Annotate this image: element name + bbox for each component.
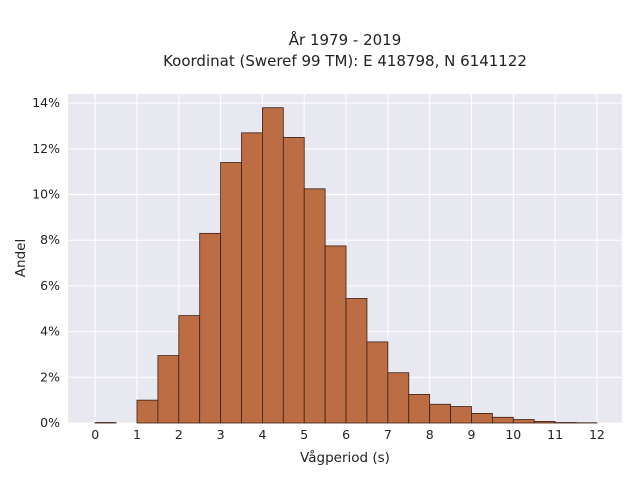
histogram-bar <box>241 132 263 424</box>
histogram-bar <box>262 107 284 424</box>
x-tick-label: 3 <box>217 427 225 442</box>
histogram-bar <box>345 298 368 424</box>
histogram-bar <box>387 372 410 424</box>
x-tick-label: 10 <box>505 427 521 442</box>
histogram-bar <box>450 406 472 424</box>
y-tick-label: 8% <box>40 232 60 247</box>
chart-title: År 1979 - 2019 <box>289 30 402 49</box>
y-tick-label: 6% <box>40 278 60 293</box>
y-tick-label: 12% <box>32 141 60 156</box>
histogram-bar <box>366 341 389 424</box>
x-tick-label: 11 <box>547 427 563 442</box>
histogram-bar <box>303 188 326 424</box>
x-tick-label: 7 <box>384 427 392 442</box>
y-tick-label: 10% <box>32 187 60 202</box>
histogram-bar <box>512 419 535 424</box>
histogram-bar <box>157 355 180 424</box>
x-tick-label: 5 <box>300 427 308 442</box>
x-tick-label: 9 <box>468 427 476 442</box>
x-tick-label: 0 <box>91 427 99 442</box>
x-tick-label: 1 <box>133 427 141 442</box>
histogram-bar <box>178 315 201 424</box>
x-tick-label: 8 <box>426 427 434 442</box>
x-tick-label: 12 <box>589 427 605 442</box>
x-axis-label: Vågperiod (s) <box>300 449 390 466</box>
histogram-bar <box>324 245 347 424</box>
histogram-bar <box>220 162 242 424</box>
histogram-bar <box>282 137 305 424</box>
x-tick-label: 4 <box>258 427 266 442</box>
histogram-bar <box>199 232 222 424</box>
histogram-bar <box>136 399 159 424</box>
histogram-bar <box>408 394 431 424</box>
x-tick-label: 6 <box>342 427 350 442</box>
x-axis-ticks: 0 1 2 3 4 5 6 7 8 9 10 11 12 <box>91 427 605 442</box>
bars-group <box>94 107 598 424</box>
histogram-bar <box>491 416 514 424</box>
y-tick-label: 4% <box>40 324 60 339</box>
chart-subtitle: Koordinat (Sweref 99 TM): E 418798, N 61… <box>163 52 527 70</box>
y-tick-label: 14% <box>32 95 60 110</box>
y-axis-ticks: 0% 2% 4% 6% 8% 10% 12% 14% <box>32 95 60 430</box>
histogram-bar <box>471 413 493 424</box>
y-tick-label: 2% <box>40 369 60 384</box>
y-axis-label: Andel <box>13 239 29 277</box>
histogram-bar <box>533 421 556 424</box>
y-tick-label: 0% <box>40 415 60 430</box>
histogram-bar <box>429 403 451 424</box>
x-tick-label: 2 <box>175 427 183 442</box>
